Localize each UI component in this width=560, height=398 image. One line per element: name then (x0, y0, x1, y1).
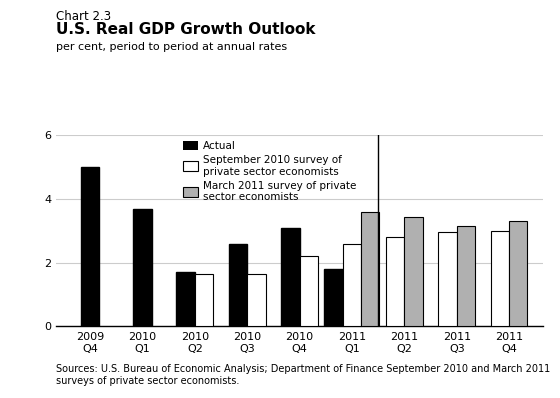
Bar (457, 226, 475, 326)
Bar (81, 167, 99, 326)
Bar (229, 244, 247, 326)
Bar (343, 244, 361, 326)
Text: Chart 2.3: Chart 2.3 (56, 10, 111, 23)
Bar (509, 221, 528, 326)
Bar (300, 256, 318, 326)
Bar (438, 232, 457, 326)
Bar (404, 217, 423, 326)
Text: Sources: U.S. Bureau of Economic Analysis; Department of Finance September 2010 : Sources: U.S. Bureau of Economic Analysi… (56, 365, 550, 386)
Bar (176, 272, 195, 326)
Bar (247, 274, 265, 326)
Text: per cent, period to period at annual rates: per cent, period to period at annual rat… (56, 42, 287, 52)
Bar (491, 231, 509, 326)
Bar (133, 209, 152, 326)
Bar (195, 274, 213, 326)
Legend: Actual, September 2010 survey of
private sector economists, March 2011 survey of: Actual, September 2010 survey of private… (183, 140, 356, 202)
Bar (361, 212, 380, 326)
Bar (281, 228, 300, 326)
Text: U.S. Real GDP Growth Outlook: U.S. Real GDP Growth Outlook (56, 22, 315, 37)
Bar (324, 269, 343, 326)
Bar (386, 237, 404, 326)
